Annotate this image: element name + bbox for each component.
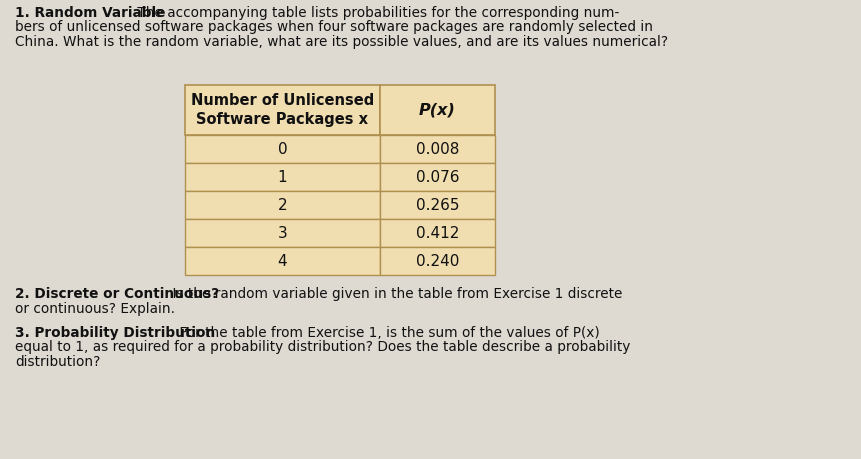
Text: 1. Random Variable: 1. Random Variable [15, 6, 165, 20]
Text: distribution?: distribution? [15, 355, 100, 369]
Text: 0.008: 0.008 [415, 141, 459, 157]
Bar [380, 135, 494, 163]
Text: China. What is the random variable, what are its possible values, and are its va: China. What is the random variable, what… [15, 35, 667, 49]
Bar [380, 163, 494, 191]
Text: The accompanying table lists probabilities for the corresponding num-: The accompanying table lists probabiliti… [133, 6, 619, 20]
Text: equal to 1, as required for a probability distribution? Does the table describe : equal to 1, as required for a probabilit… [15, 341, 629, 354]
Text: 0: 0 [277, 141, 287, 157]
Bar [185, 135, 380, 163]
Bar [380, 191, 494, 219]
Bar [380, 247, 494, 275]
Text: 0.265: 0.265 [415, 197, 459, 213]
Bar [185, 247, 380, 275]
Text: 1: 1 [277, 169, 287, 185]
Bar [380, 219, 494, 247]
Bar [185, 163, 380, 191]
Text: bers of unlicensed software packages when four software packages are randomly se: bers of unlicensed software packages whe… [15, 21, 653, 34]
Text: 3: 3 [277, 225, 287, 241]
Text: Number of Unlicensed
Software Packages x: Number of Unlicensed Software Packages x [190, 93, 374, 128]
Text: P(x): P(x) [418, 102, 455, 118]
Text: For the table from Exercise 1, is the sum of the values of P(x): For the table from Exercise 1, is the su… [175, 326, 599, 340]
Text: 3. Probability Distribution: 3. Probability Distribution [15, 326, 215, 340]
Bar [185, 219, 380, 247]
Text: 2: 2 [277, 197, 287, 213]
Bar [380, 85, 494, 135]
Text: 4: 4 [277, 253, 287, 269]
Text: 0.412: 0.412 [415, 225, 459, 241]
Bar [185, 191, 380, 219]
Text: 2. Discrete or Continuous?: 2. Discrete or Continuous? [15, 287, 219, 301]
Text: or continuous? Explain.: or continuous? Explain. [15, 302, 175, 315]
Text: 0.076: 0.076 [415, 169, 459, 185]
Text: 0.240: 0.240 [415, 253, 459, 269]
Text: Is the random variable given in the table from Exercise 1 discrete: Is the random variable given in the tabl… [168, 287, 622, 301]
Bar [185, 85, 380, 135]
